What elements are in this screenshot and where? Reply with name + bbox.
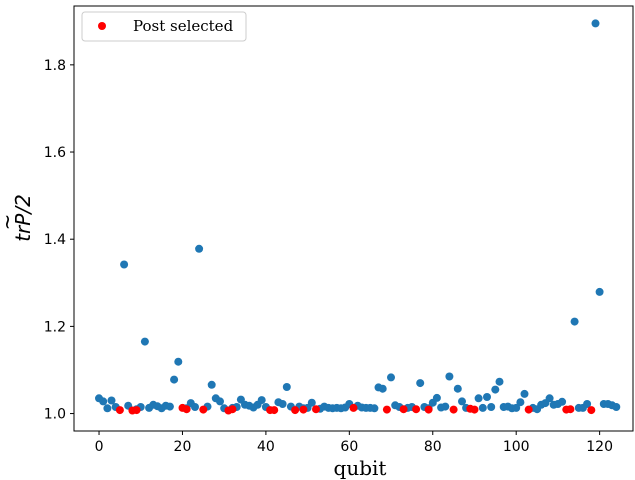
svg-text:trP/2: trP/2 [11,194,35,242]
data-point-85 [516,398,525,407]
data-point-91 [545,394,554,403]
post-selected-point-20 [470,405,479,414]
y-axis-label-prefix: tr [11,224,35,242]
data-point-86 [520,389,529,398]
data-point-98 [583,400,592,408]
data-point-20 [191,403,199,411]
data-point-68 [432,393,441,402]
legend-marker-post-selected [98,22,106,30]
data-point-43 [307,398,316,407]
post-selected-point-17 [424,405,433,414]
data-point-95 [570,317,579,326]
data-point-17 [174,357,183,366]
data-point-3 [107,396,116,405]
data-point-75 [474,394,483,403]
y-tick-label: 1.8 [44,58,66,74]
post-selected-point-4 [182,405,191,414]
post-selected-point-11 [299,405,308,414]
post-selected-point-7 [228,405,237,414]
data-point-94 [558,397,567,406]
data-point-80 [495,377,504,386]
x-tick-label: 80 [424,439,442,455]
post-selected-point-24 [587,406,596,415]
data-point-34 [257,396,266,405]
legend-label-post-selected: Post selected [133,17,234,35]
post-selected-point-13 [349,403,358,412]
data-point-15 [165,402,174,411]
y-axis-label: trP/2 ~ [0,194,35,242]
y-axis-label-variable: P [11,213,35,226]
y-axis-label-tilde: ~ [0,214,19,231]
y-ticks: 1.0 1.2 1.4 1.6 1.8 [44,58,74,423]
data-point-84 [512,403,521,412]
post-selected-point-2 [132,406,141,415]
data-point-16 [170,375,179,384]
data-point-56 [370,404,379,413]
x-tick-label: 20 [174,439,192,455]
data-point-58 [378,384,387,393]
y-axis-label-suffix: /2 [11,194,35,215]
data-point-73 [458,397,466,406]
x-tick-label: 100 [503,439,530,455]
post-selected-point-10 [291,406,300,415]
y-tick-label: 1.2 [44,319,66,335]
data-point-5 [120,260,129,269]
legend: Post selected [81,11,247,42]
data-point-70 [441,402,450,411]
data-point-79 [491,385,500,394]
post-selected-point-14 [382,405,391,414]
data-point-64 [416,379,425,388]
data-point-59 [387,373,395,382]
data-point-37 [278,400,287,408]
y-tick-label: 1.0 [44,407,66,423]
data-point-2 [103,404,112,413]
x-axis-label: qubit [334,456,387,480]
data-point-9 [140,337,149,346]
data-point-76 [478,403,487,412]
post-selected-point-12 [312,405,320,414]
data-point-104 [612,403,621,411]
data-point-72 [453,384,462,393]
post-selected-point-18 [449,405,458,414]
data-point-38 [282,383,291,391]
data-point-99 [591,19,600,28]
post-selected-point-15 [399,405,408,414]
data-point-100 [595,287,604,296]
post-selected-point-21 [524,405,533,414]
y-tick-label: 1.4 [44,232,66,248]
data-point-21 [195,244,204,253]
points-layer [95,19,621,415]
post-selected-point-5 [199,405,208,414]
post-selected-point-0 [115,406,124,415]
data-point-78 [487,403,496,411]
post-selected-point-9 [270,406,279,415]
plot-frame [73,5,634,432]
x-ticks: 0 20 40 60 80 100 120 [95,431,613,455]
post-selected-point-16 [412,405,421,414]
y-tick-label: 1.6 [44,145,66,161]
x-tick-label: 0 [95,439,104,455]
data-point-25 [216,397,224,406]
data-point-71 [445,372,454,381]
data-point-23 [207,380,216,389]
legend-box [81,11,247,42]
x-tick-label: 120 [586,439,613,455]
x-tick-label: 40 [257,439,275,455]
post-selected-point-23 [566,405,575,414]
data-point-77 [483,393,491,401]
data-point-1 [99,397,108,406]
x-tick-label: 60 [340,439,358,455]
